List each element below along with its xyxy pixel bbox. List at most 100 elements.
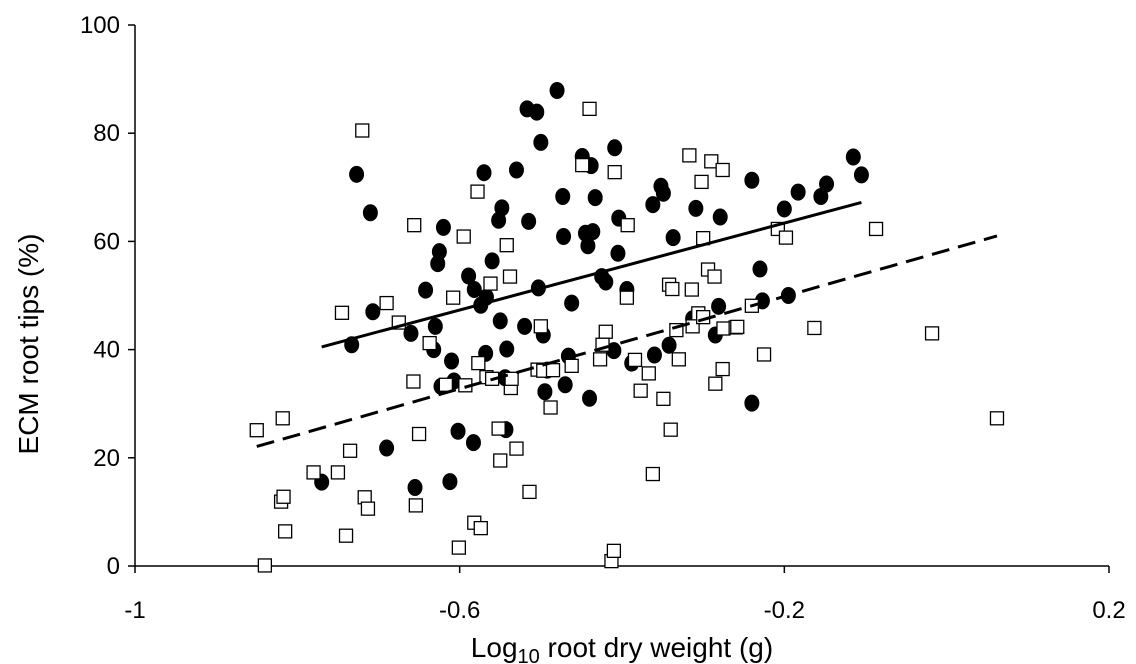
data-point-open [645, 466, 660, 482]
data-point-filled [379, 439, 395, 457]
data-point-filled [435, 218, 451, 236]
trendlines [256, 200, 998, 448]
data-point-filled [427, 317, 443, 335]
data-point-open [756, 347, 772, 362]
data-point-open [543, 400, 558, 415]
data-point-filled [646, 346, 662, 364]
data-point-filled [431, 243, 447, 261]
x-axis-title: Log10 root dry weight (g) [471, 632, 773, 664]
data-point-open [499, 238, 514, 253]
data-point-filled [711, 297, 727, 315]
data-point-filled [517, 317, 533, 335]
data-point-filled [476, 164, 492, 182]
data-point-open [473, 520, 488, 536]
data-point-filled [508, 161, 524, 179]
data-point-open [360, 501, 376, 516]
data-point-filled [362, 204, 378, 222]
data-series [249, 81, 1005, 573]
data-point-filled [819, 175, 835, 193]
axes [134, 25, 1109, 567]
data-point-filled [533, 133, 549, 151]
data-point-open [278, 524, 293, 539]
data-point-filled [661, 336, 677, 354]
data-point-open [456, 229, 471, 244]
y-axis-title: ECM root tips (%) [13, 234, 44, 455]
data-point-filled [712, 208, 728, 226]
data-point-open [483, 276, 498, 291]
data-point-open [471, 355, 486, 371]
y-tick-label: 20 [93, 445, 120, 472]
data-point-open [407, 218, 422, 233]
data-point-open [682, 148, 697, 163]
data-point-open [715, 361, 730, 377]
data-point-filled [845, 148, 861, 166]
data-point-open [411, 426, 427, 442]
data-point-filled [607, 139, 623, 157]
data-point-open [509, 441, 524, 456]
data-point-open [665, 281, 680, 297]
data-point-open [249, 423, 264, 438]
y-tick-label: 80 [93, 120, 120, 147]
x-axis-title-suffix: root dry weight (g) [540, 632, 773, 663]
x-tick-label: -1 [124, 597, 145, 624]
data-point-filled [549, 81, 565, 99]
data-point-filled [582, 389, 598, 407]
data-point-filled [555, 187, 571, 205]
data-point-open [451, 540, 467, 555]
data-point-open [334, 305, 350, 320]
data-point-filled [365, 303, 381, 321]
data-point-open [493, 453, 508, 468]
data-point-open [545, 363, 561, 378]
data-point-filled [744, 394, 760, 412]
data-point-filled [442, 473, 458, 491]
series-2 [249, 101, 1005, 573]
x-axis-title-subscript: 10 [518, 646, 540, 664]
x-tick-label: -0.2 [764, 597, 805, 624]
data-point-filled [494, 199, 510, 217]
data-point-filled [744, 171, 760, 189]
data-point-open [330, 465, 346, 480]
data-point-open [778, 230, 794, 245]
x-axis-ticks: -1 -0.6 -0.2 0.2 [124, 566, 1126, 624]
data-point-filled [465, 434, 481, 452]
y-axis-ticks: 0 20 40 60 80 100 [80, 12, 135, 580]
data-point-open [924, 326, 940, 341]
data-point-open [641, 366, 656, 381]
y-tick-label: 0 [107, 553, 120, 580]
x-tick-label: 0.2 [1092, 597, 1125, 624]
data-point-open [306, 465, 321, 480]
data-point-filled [444, 352, 460, 370]
data-point-open [694, 174, 709, 190]
data-point-open [715, 162, 730, 178]
data-point-open [406, 374, 421, 389]
y-tick-label: 100 [80, 12, 120, 39]
data-point-open [276, 489, 291, 504]
data-point-filled [492, 312, 508, 330]
data-point-filled [349, 165, 365, 183]
data-point-open [379, 295, 394, 311]
data-point-open [606, 543, 622, 559]
data-point-filled [665, 229, 681, 247]
data-point-open [607, 165, 622, 180]
data-point-open [868, 221, 884, 237]
data-point-filled [466, 281, 482, 299]
y-tick-label: 40 [93, 337, 120, 364]
data-point-open [684, 282, 699, 297]
data-point-open [707, 269, 722, 284]
data-point-filled [484, 252, 500, 270]
data-point-filled [407, 479, 423, 497]
data-point-filled [598, 273, 614, 291]
data-point-filled [645, 196, 661, 214]
data-point-filled [450, 422, 466, 440]
data-point-open [470, 184, 485, 199]
data-point-open [627, 352, 643, 368]
data-point-open [564, 358, 579, 373]
data-point-filled [776, 200, 792, 218]
data-point-open [592, 352, 608, 367]
data-point-open [716, 321, 731, 336]
data-point-open [491, 421, 506, 436]
data-point-filled [521, 212, 537, 230]
data-point-filled [499, 340, 515, 358]
data-point-filled [537, 383, 553, 401]
